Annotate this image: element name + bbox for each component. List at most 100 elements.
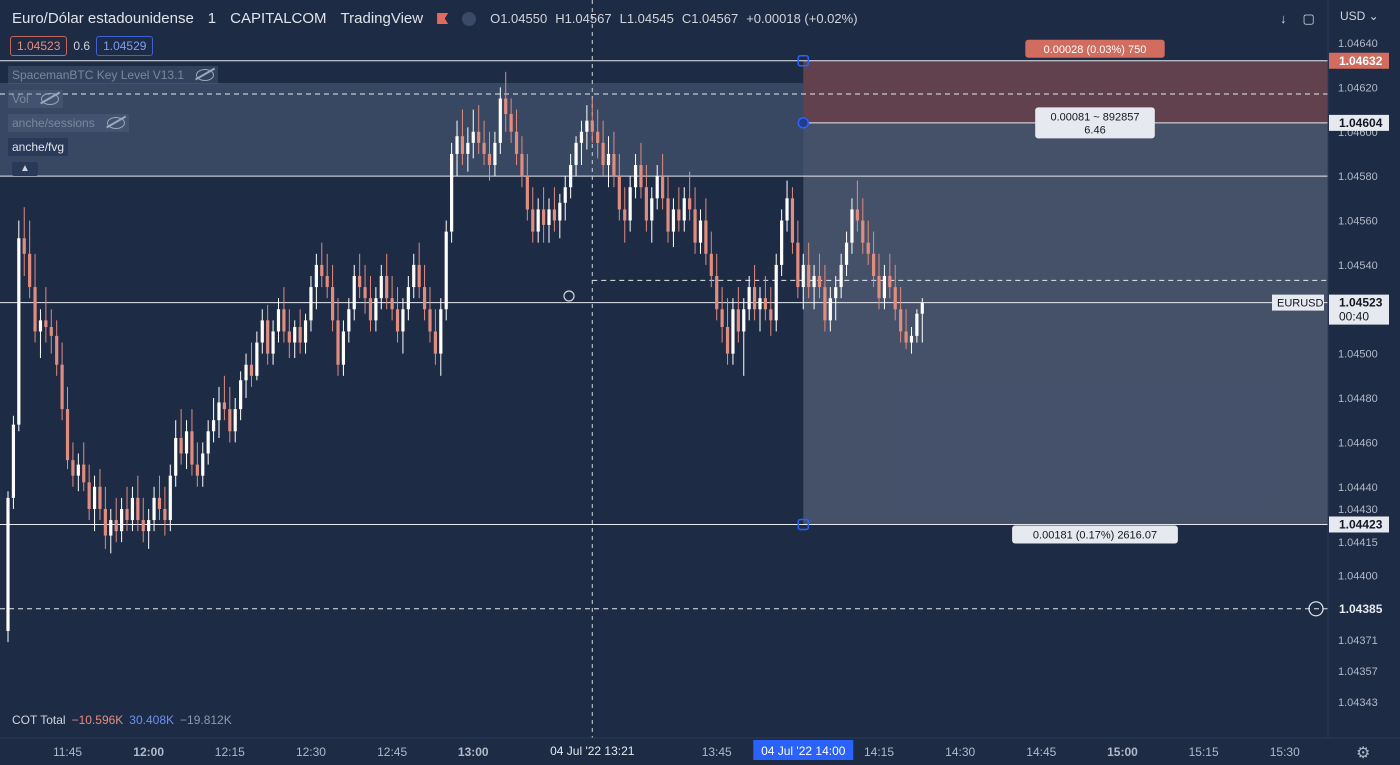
candle-body — [206, 431, 210, 454]
x-tick-label: 12:45 — [377, 745, 407, 759]
eye-hidden-icon[interactable] — [106, 117, 125, 129]
y-tick-label: 1.04343 — [1338, 697, 1378, 709]
candle-body — [374, 298, 378, 321]
indicator-vol[interactable]: Vol — [8, 90, 63, 108]
candle-body — [347, 309, 351, 332]
ask-price[interactable]: 1.04529 — [96, 36, 154, 56]
low-value: L1.04545 — [619, 11, 674, 26]
indicator-label: anche/sessions — [12, 116, 95, 130]
position-handle — [797, 55, 810, 67]
candle-body — [547, 209, 551, 225]
candle-body — [65, 409, 70, 461]
symbol-tag-box — [1272, 294, 1324, 311]
candle-body — [715, 275, 719, 310]
candle-body — [325, 275, 329, 288]
indicator-sessions[interactable]: anche/sessions — [8, 114, 129, 132]
symbol-name[interactable]: Euro/Dólar estadounidense — [12, 10, 194, 27]
flag-icon[interactable] — [437, 13, 449, 24]
eye-hidden-icon[interactable] — [196, 69, 215, 81]
candle-body — [893, 287, 897, 310]
candle-body — [368, 298, 373, 321]
candle-body — [406, 287, 410, 310]
candle-body — [60, 364, 64, 410]
interval[interactable]: 1 — [207, 10, 217, 27]
candle-body — [11, 424, 16, 498]
candle-body — [287, 331, 291, 343]
candle-body — [271, 331, 275, 354]
candle-body — [666, 198, 670, 232]
candle-body — [520, 153, 524, 177]
candle-body — [293, 327, 297, 343]
currency-selector[interactable]: USD ⌄ — [1340, 9, 1379, 23]
candle-body — [839, 264, 843, 288]
currency-label: USD — [1340, 9, 1366, 23]
restore-icon[interactable]: ▢ — [1302, 11, 1315, 26]
x-tick-label: 13:00 — [458, 745, 489, 759]
candle-body — [628, 187, 632, 221]
candle-body — [682, 198, 686, 221]
candle-body — [184, 431, 189, 454]
gear-icon[interactable]: ⚙ — [1356, 745, 1371, 762]
candle-body — [401, 309, 405, 332]
candle-body — [655, 176, 659, 199]
candle-body — [385, 275, 389, 299]
candle-body — [790, 198, 795, 243]
entry-label-box — [1035, 107, 1155, 139]
candle-body — [76, 464, 80, 476]
candle-body — [909, 335, 914, 343]
price-tag-entry-box — [1329, 114, 1389, 131]
eye-hidden-icon[interactable] — [40, 93, 59, 105]
candle-body — [249, 364, 254, 376]
y-tick-label: 1.04400 — [1338, 571, 1378, 583]
candle-body — [736, 309, 740, 332]
candle-body — [82, 464, 86, 483]
candle-body — [569, 165, 573, 188]
bid-price[interactable]: 1.04523 — [10, 36, 68, 56]
candle-body — [455, 136, 459, 154]
candle-body — [163, 508, 167, 521]
candle-body — [320, 264, 324, 276]
candle-body — [850, 209, 854, 243]
candle-body — [563, 187, 567, 203]
candle-body — [477, 131, 481, 143]
candle-body — [417, 264, 421, 288]
y-tick-label: 1.04480 — [1338, 393, 1378, 405]
candle-body — [152, 497, 156, 521]
candle-body — [331, 287, 335, 321]
price-tag-top-box — [1329, 52, 1389, 69]
x-tick-label: 14:45 — [1026, 745, 1056, 759]
change-value: +0.00018 (+0.02%) — [746, 11, 858, 26]
candle-body — [298, 327, 302, 343]
indicator-key-level[interactable]: SpacemanBTC Key Level V13.1 — [8, 66, 219, 84]
x-tick-label: 15:30 — [1270, 745, 1300, 759]
candle-body — [87, 482, 91, 509]
candle-body — [428, 309, 432, 332]
candle-body — [725, 327, 730, 354]
candle-body — [103, 508, 107, 536]
y-tick-label: 1.04580 — [1338, 171, 1378, 183]
chart-header: Euro/Dólar estadounidense 1 CAPITALCOM T… — [12, 10, 858, 27]
candle-body — [266, 320, 270, 354]
candle-body — [817, 275, 822, 288]
candle-body — [44, 320, 48, 328]
candle-body — [752, 287, 757, 310]
indicator-fvg[interactable]: anche/fvg — [8, 138, 69, 156]
target-label-box — [1012, 525, 1178, 544]
candle-body — [796, 242, 800, 288]
collapse-legend-button[interactable]: ▲ — [12, 162, 38, 176]
y-tick-label: 1.04430 — [1338, 504, 1378, 516]
cot-indicator[interactable]: COT Total −10.596K 30.408K −19.812K — [12, 713, 232, 727]
symbol-tag: EURUSD — [1277, 298, 1324, 310]
price-tag-last-box — [1329, 294, 1389, 325]
candle-body — [450, 153, 454, 232]
close-value: C1.04567 — [681, 11, 739, 26]
highlight-time-label: 04 Jul '22 14:00 — [761, 744, 846, 758]
candle-body — [747, 287, 751, 310]
arrow-down-icon[interactable]: ↓ — [1280, 11, 1287, 26]
candle-body — [698, 220, 703, 243]
candle-body — [677, 209, 681, 221]
spread: 0.6 — [73, 39, 91, 53]
candle-body — [147, 520, 151, 532]
x-tick-label: 12:15 — [215, 745, 245, 759]
